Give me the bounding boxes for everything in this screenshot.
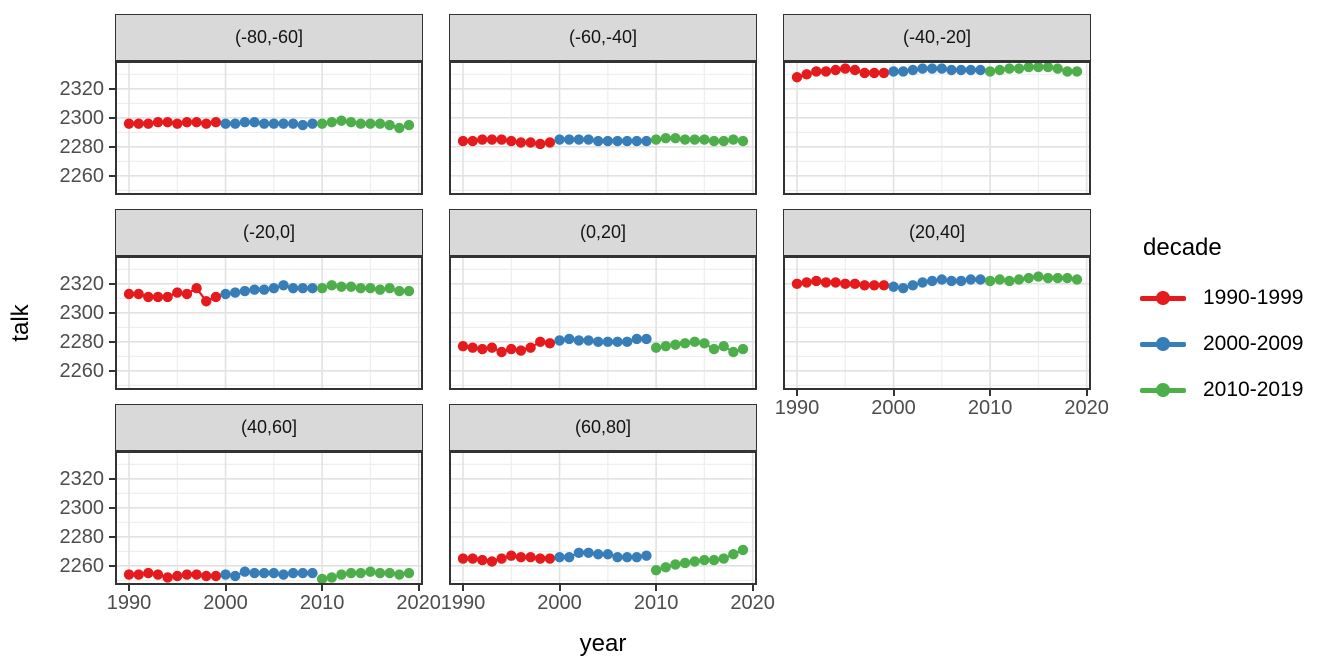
facet-strip: (40,60] (115, 404, 423, 451)
x-axis-tick (892, 390, 895, 396)
x-axis-tick (1085, 390, 1088, 396)
x-axis-tick (989, 390, 992, 396)
x-axis-tick-label: 2010 (633, 592, 679, 614)
y-axis-tick (109, 282, 115, 285)
x-axis-tick-label: 2020 (730, 592, 775, 614)
y-axis-tick (109, 145, 115, 148)
x-axis-tick-label: 2000 (203, 592, 248, 614)
y-axis-title: talk (7, 304, 34, 342)
y-axis-tick-label: 2260 (59, 164, 105, 187)
x-axis-tick-label: 2010 (967, 397, 1013, 419)
y-axis-tick-label: 2300 (59, 301, 105, 324)
y-axis-tick-label: 2320 (59, 272, 105, 295)
facet-panel (449, 256, 757, 390)
x-axis-tick-label: 2020 (1064, 397, 1109, 419)
x-axis-tick-label: 1990 (774, 397, 820, 419)
legend-label: 1990-1999 (1203, 286, 1304, 309)
x-axis-title: year (579, 630, 627, 657)
legend-item: 1990-1999 (1128, 275, 1344, 321)
facet-panel (783, 61, 1091, 195)
x-axis-tick (224, 585, 227, 591)
facet-strip: (-20,0] (115, 209, 423, 256)
x-axis-tick (558, 585, 561, 591)
x-axis-tick-label: 2010 (299, 592, 345, 614)
legend-label: 2000-2009 (1203, 332, 1304, 355)
y-axis-tick (109, 564, 115, 567)
facet-panel (115, 61, 423, 195)
facet-strip: (-80,-60] (115, 14, 423, 61)
x-axis-tick (796, 390, 798, 396)
facet-strip: (-40,-20] (783, 14, 1091, 61)
legend-key-icon (1140, 337, 1186, 351)
x-axis-tick (321, 585, 324, 591)
y-axis-tick (109, 174, 115, 177)
facet-panel (783, 256, 1091, 390)
y-axis-tick (109, 477, 115, 480)
facet-strip: (-60,-40] (449, 14, 757, 61)
y-axis-tick (109, 506, 115, 509)
x-axis-tick (128, 585, 130, 591)
y-axis-tick (109, 311, 115, 314)
x-axis-tick-label: 1990 (106, 592, 152, 614)
x-axis-tick-label: 2000 (537, 592, 582, 614)
legend-key-icon (1140, 291, 1186, 305)
y-axis-tick-label: 2320 (59, 467, 105, 490)
facet-panel (115, 256, 423, 390)
y-axis-tick (109, 369, 115, 372)
y-axis-tick-label: 2280 (59, 525, 105, 548)
legend-item: 2010-2019 (1128, 367, 1344, 413)
facet-panel (449, 451, 757, 585)
x-axis-tick (751, 585, 754, 591)
y-axis-tick-label: 2300 (59, 106, 105, 129)
legend-key-icon (1140, 383, 1186, 397)
x-axis-tick-label: 2020 (396, 592, 441, 614)
y-axis-tick-label: 2300 (59, 496, 105, 519)
x-axis-tick-label: 1990 (440, 592, 486, 614)
y-axis-tick (109, 340, 115, 343)
y-axis-tick (109, 535, 115, 538)
y-axis-tick-label: 2320 (59, 77, 105, 100)
y-axis-tick-label: 2260 (59, 359, 105, 382)
facet-strip: (20,40] (783, 209, 1091, 256)
x-axis-tick (462, 585, 464, 591)
y-axis-tick-label: 2280 (59, 135, 105, 158)
facet-strip: (60,80] (449, 404, 757, 451)
x-axis-tick-label: 2000 (871, 397, 916, 419)
y-axis-tick (109, 116, 115, 119)
legend-items: 1990-1999 2000-2009 2010-2019 (1128, 275, 1344, 413)
legend-label: 2010-2019 (1203, 378, 1304, 401)
facet-panel (115, 451, 423, 585)
y-axis-tick-label: 2260 (59, 554, 105, 577)
facet-panel (449, 61, 757, 195)
facet-strip: (0,20] (449, 209, 757, 256)
y-axis-tick-label: 2280 (59, 330, 105, 353)
y-axis-tick (109, 87, 115, 90)
x-axis-tick (417, 585, 420, 591)
legend: decade 1990-1999 2000-2009 2010-2019 (1128, 234, 1344, 413)
x-axis-tick (655, 585, 658, 591)
legend-item: 2000-2009 (1128, 321, 1344, 367)
legend-title: decade (1143, 234, 1222, 261)
